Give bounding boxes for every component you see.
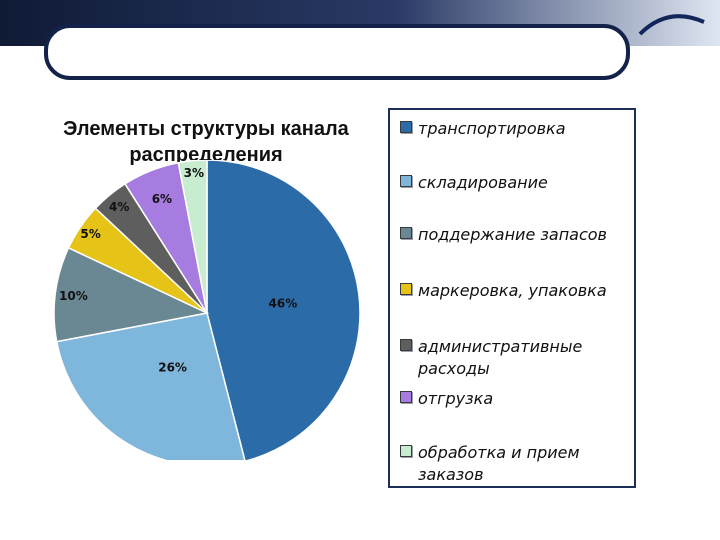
- pie-data-label: 6%: [152, 192, 172, 206]
- header-swoosh-icon: [638, 14, 705, 36]
- legend-label: маркеровка, упаковка: [418, 281, 607, 300]
- legend-swatch: [400, 445, 412, 457]
- pie-slice: [206, 160, 361, 460]
- pie-data-label: 10%: [59, 289, 88, 303]
- legend-swatch: [400, 121, 412, 133]
- pie-data-label: 3%: [184, 166, 204, 180]
- chart-legend: транспортировка складирование поддержание …: [388, 108, 636, 488]
- legend-label: транспортировка: [418, 119, 566, 138]
- legend-swatch: [400, 391, 412, 403]
- legend-swatch: [400, 175, 412, 187]
- pie-data-label: 5%: [80, 227, 100, 241]
- pie-data-label: 46%: [269, 296, 298, 310]
- pie-slice: [53, 246, 210, 343]
- legend-label: отгрузка: [418, 389, 494, 408]
- chart-title: Элементы структуры канала распределения: [63, 118, 349, 166]
- legend-swatch: [400, 283, 412, 295]
- legend-label: поддержание запасов: [418, 225, 607, 244]
- legend-swatch: [400, 339, 412, 351]
- pie-chart: 46% 26% 10% 5% 4% 6% 3%: [53, 160, 361, 460]
- pie-slice: [177, 160, 208, 314]
- legend-label: административные расходы: [418, 337, 583, 378]
- pie-data-label: 26%: [158, 360, 187, 374]
- slide-header-banner: [0, 0, 720, 80]
- pie-data-label: 4%: [109, 200, 129, 214]
- legend-label: обработка и прием заказов: [418, 443, 580, 484]
- legend-swatch: [400, 227, 412, 239]
- pie-slice: [55, 312, 246, 460]
- legend-label: складирование: [418, 173, 548, 192]
